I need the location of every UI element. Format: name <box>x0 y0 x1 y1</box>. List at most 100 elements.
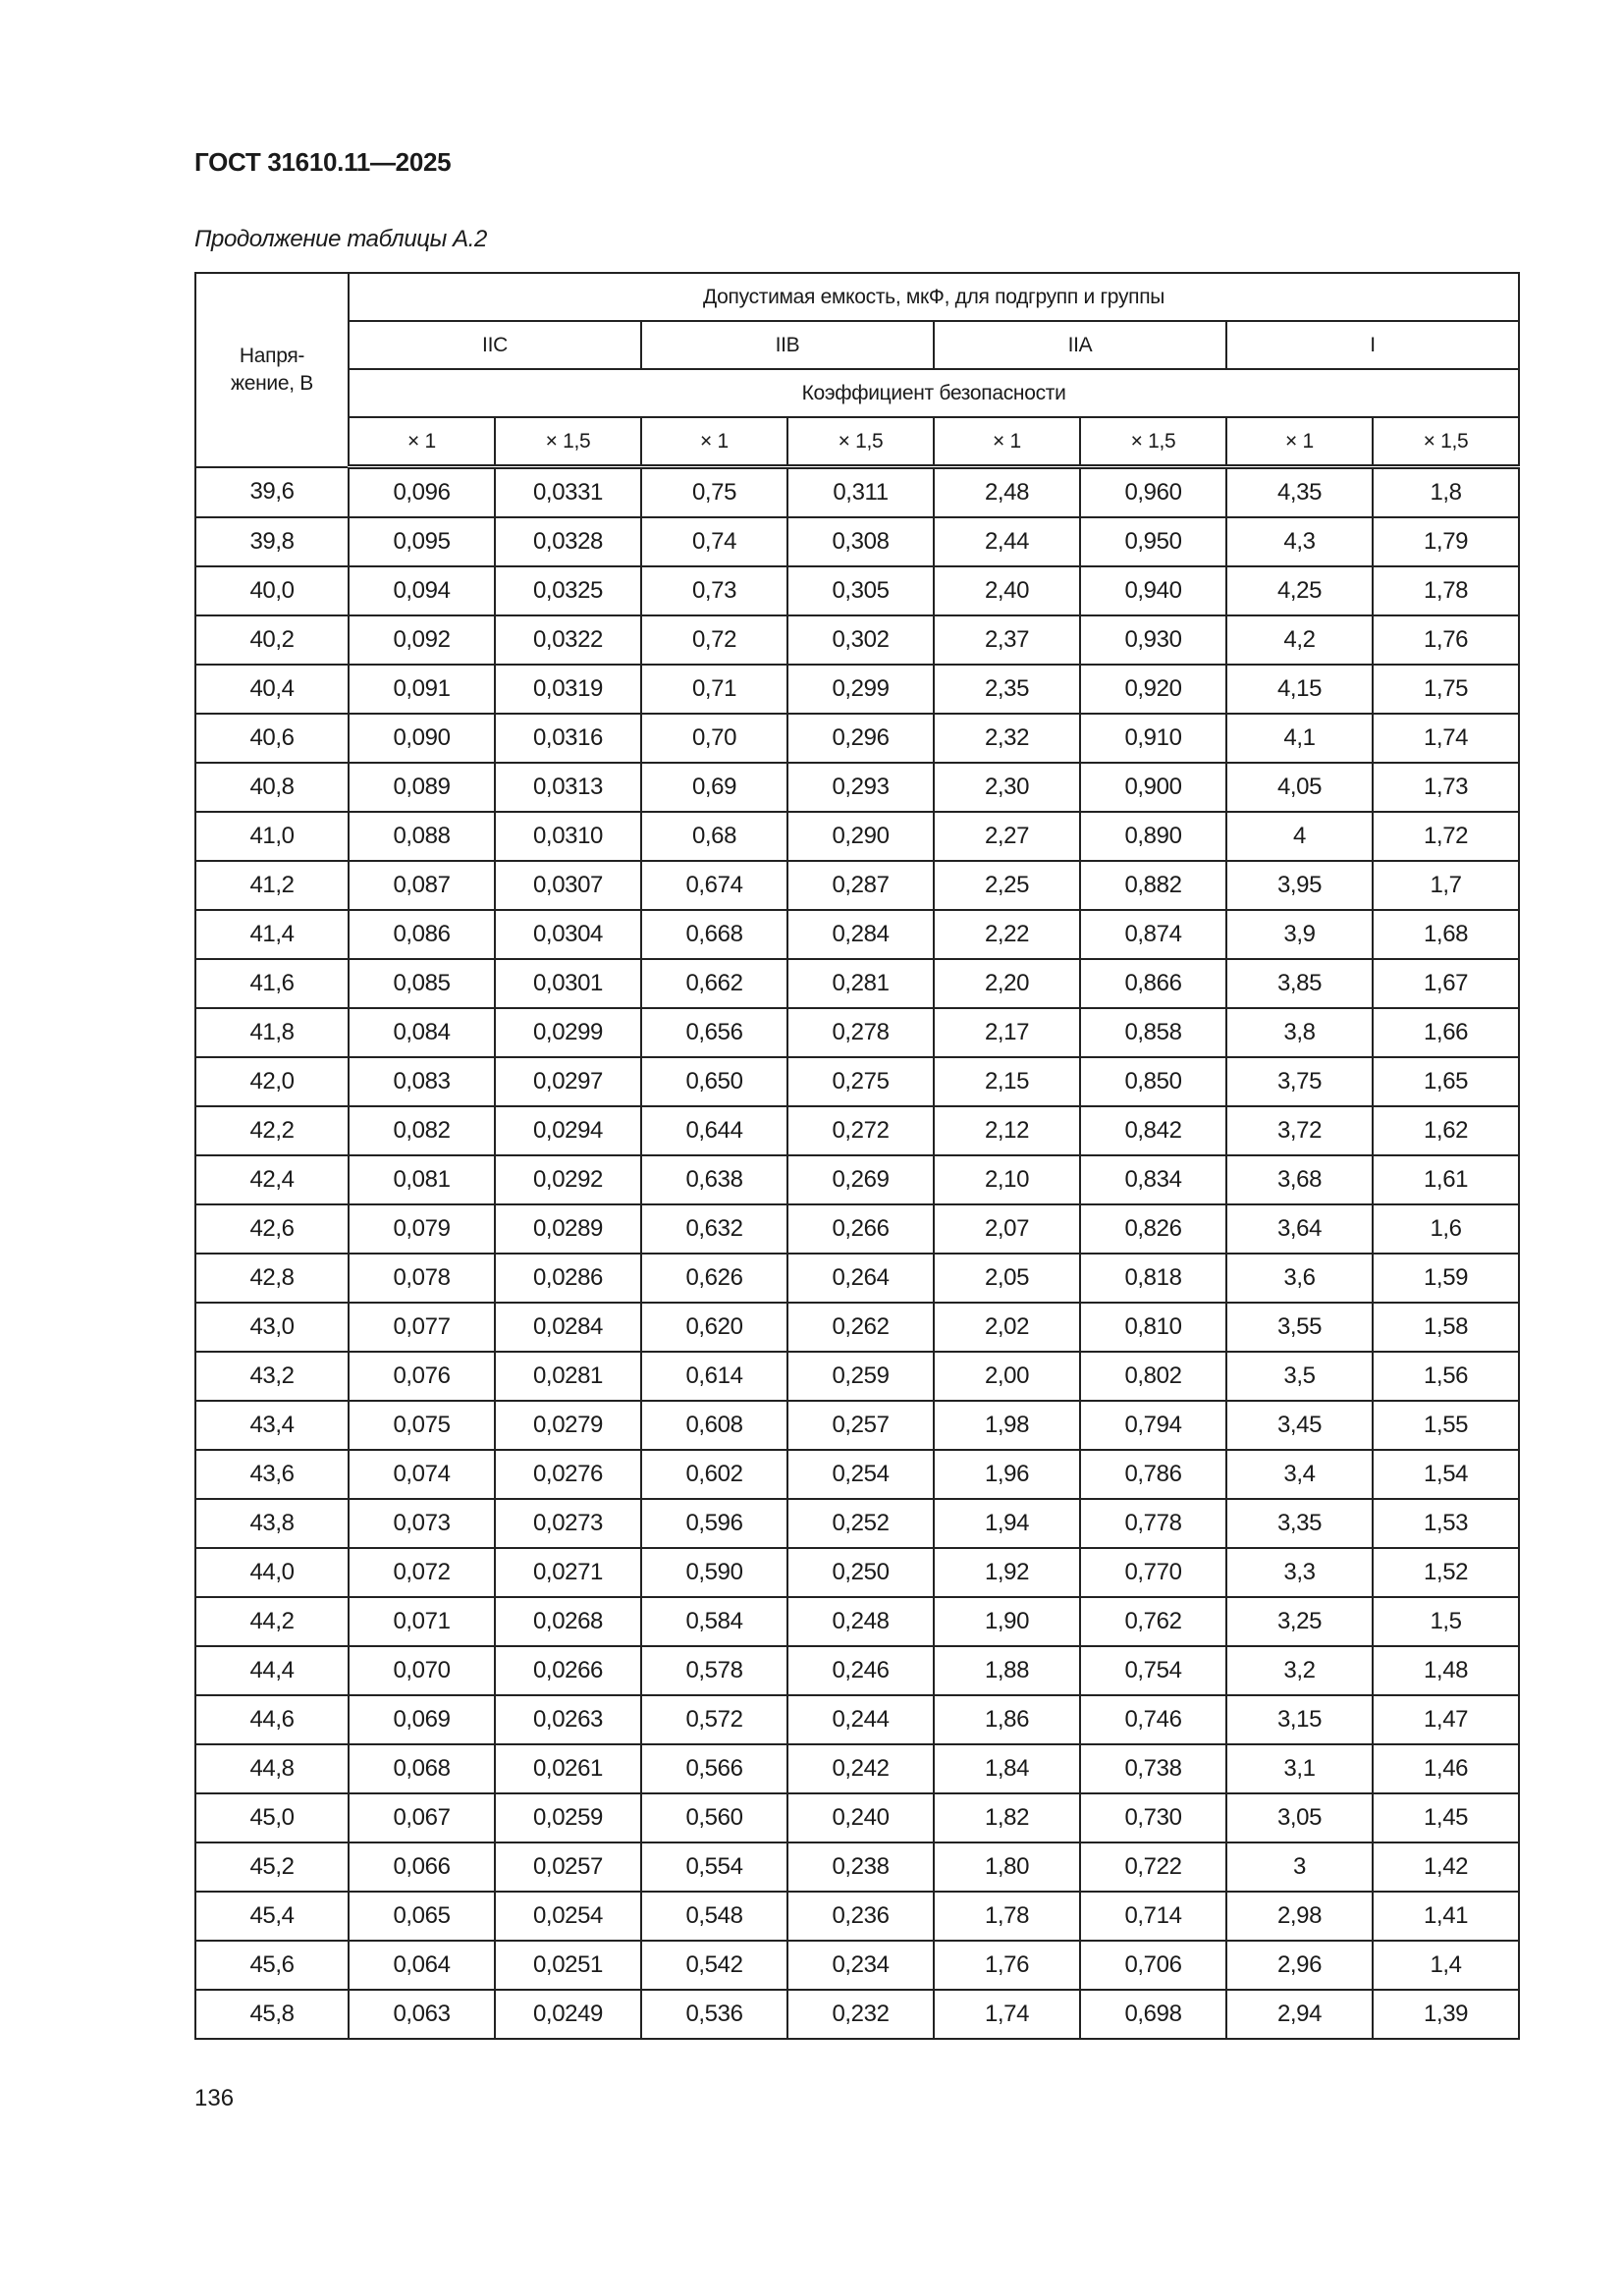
capacitance-cell: 0,762 <box>1079 1596 1227 1647</box>
capacitance-cell: 1,82 <box>933 1792 1081 1843</box>
capacitance-cell: 4,25 <box>1225 565 1374 616</box>
capacitance-cell: 0,584 <box>640 1596 788 1647</box>
capacitance-cell: 0,092 <box>348 614 496 666</box>
capacitance-cell: 3,68 <box>1225 1154 1374 1205</box>
capacitance-cell: 0,668 <box>640 909 788 960</box>
capacitance-cell: 1,61 <box>1371 1154 1521 1205</box>
capacitance-cell: 1,96 <box>933 1449 1081 1500</box>
capacitance-cell: 0,269 <box>786 1154 935 1205</box>
capacitance-cell: 2,35 <box>933 664 1081 715</box>
capacitance-cell: 0,572 <box>640 1694 788 1745</box>
table-row: 40,6 0,090 0,0316 0,70 0,296 2,32 0,910 4,1 1,74 <box>194 713 1521 764</box>
capacitance-cell: 0,596 <box>640 1498 788 1549</box>
capacitance-cell: 4,05 <box>1225 762 1374 813</box>
capacitance-cell: 0,076 <box>348 1351 496 1402</box>
capacitance-cell: 1,59 <box>1371 1253 1521 1304</box>
voltage-cell: 39,8 <box>194 516 350 567</box>
capacitance-cell: 0,083 <box>348 1056 496 1107</box>
group-header: I <box>1224 320 1521 370</box>
capacitance-cell: 3,15 <box>1225 1694 1374 1745</box>
capacitance-cell: 0,826 <box>1079 1203 1227 1255</box>
capacitance-cell: 0,930 <box>1079 614 1227 666</box>
capacitance-cell: 0,069 <box>348 1694 496 1745</box>
voltage-cell: 45,6 <box>194 1940 350 1991</box>
capacitance-cell: 0,900 <box>1079 762 1227 813</box>
capacitance-cell: 0,257 <box>786 1400 935 1451</box>
capacitance-cell: 4,1 <box>1225 713 1374 764</box>
capacitance-cell: 4,35 <box>1225 465 1374 518</box>
voltage-cell: 43,0 <box>194 1302 350 1353</box>
capacitance-cell: 0,0257 <box>494 1842 642 1893</box>
safety-factor-header: Коэффициент безопасности <box>347 368 1521 418</box>
capacitance-cell: 2,05 <box>933 1253 1081 1304</box>
table-row: 43,6 0,074 0,0276 0,602 0,254 1,96 0,786 3,4 1,5… <box>194 1449 1521 1500</box>
capacitance-cell: 0,554 <box>640 1842 788 1893</box>
capacitance-cell: 3,05 <box>1225 1792 1374 1843</box>
safety-factor-cell: × 1,5 <box>786 416 935 469</box>
capacitance-cell: 0,656 <box>640 1007 788 1058</box>
capacitance-cell: 3,6 <box>1225 1253 1374 1304</box>
capacitance-cell: 0,248 <box>786 1596 935 1647</box>
capacitance-cell: 0,234 <box>786 1940 935 1991</box>
capacitance-cell: 3,5 <box>1225 1351 1374 1402</box>
capacitance-cell: 2,07 <box>933 1203 1081 1255</box>
voltage-cell: 45,0 <box>194 1792 350 1843</box>
capacitance-cell: 0,72 <box>640 614 788 666</box>
capacitance-cell: 0,0266 <box>494 1645 642 1696</box>
capacitance-cell: 0,305 <box>786 565 935 616</box>
table-row: 42,8 0,078 0,0286 0,626 0,264 2,05 0,818 3,6 1,5… <box>194 1253 1521 1304</box>
voltage-cell: 43,2 <box>194 1351 350 1402</box>
capacitance-cell: 0,566 <box>640 1743 788 1794</box>
table-row: 43,8 0,073 0,0273 0,596 0,252 1,94 0,778 3,35 1,… <box>194 1498 1521 1549</box>
capacitance-cell: 0,244 <box>786 1694 935 1745</box>
capacitance-cell: 0,0284 <box>494 1302 642 1353</box>
capacitance-cell: 0,802 <box>1079 1351 1227 1402</box>
capacitance-cell: 0,770 <box>1079 1547 1227 1598</box>
capacitance-cell: 0,0268 <box>494 1596 642 1647</box>
capacitance-cell: 4,2 <box>1225 614 1374 666</box>
capacitance-cell: 0,74 <box>640 516 788 567</box>
table-row: 44,4 0,070 0,0266 0,578 0,246 1,88 0,754 3,2 1,4… <box>194 1645 1521 1696</box>
capacitance-cell: 0,262 <box>786 1302 935 1353</box>
capacitance-cell: 0,296 <box>786 713 935 764</box>
capacitance-cell: 2,15 <box>933 1056 1081 1107</box>
table-row: 41,4 0,086 0,0304 0,668 0,284 2,22 0,874 3,9 1,6… <box>194 909 1521 960</box>
voltage-cell: 40,2 <box>194 614 350 666</box>
voltage-cell: 40,6 <box>194 713 350 764</box>
capacitance-cell: 3,9 <box>1225 909 1374 960</box>
capacitance-cell: 0,068 <box>348 1743 496 1794</box>
capacitance-cell: 3,3 <box>1225 1547 1374 1598</box>
capacitance-cell: 0,850 <box>1079 1056 1227 1107</box>
capacitance-cell: 1,53 <box>1371 1498 1521 1549</box>
safety-factor-cell: × 1 <box>640 416 788 469</box>
capacitance-cell: 0,082 <box>348 1105 496 1156</box>
capacitance-group-header: Допустимая емкость, мкФ, для подгрупп и … <box>347 272 1521 322</box>
capacitance-cell: 0,714 <box>1079 1891 1227 1942</box>
capacitance-cell: 0,548 <box>640 1891 788 1942</box>
capacitance-cell: 2,17 <box>933 1007 1081 1058</box>
table-row: 40,8 0,089 0,0313 0,69 0,293 2,30 0,900 4,05 1,7… <box>194 762 1521 813</box>
capacitance-cell: 0,578 <box>640 1645 788 1696</box>
capacitance-cell: 2,48 <box>933 465 1081 518</box>
capacitance-cell: 0,074 <box>348 1449 496 1500</box>
capacitance-cell: 0,0292 <box>494 1154 642 1205</box>
capacitance-cell: 0,0279 <box>494 1400 642 1451</box>
voltage-cell: 44,2 <box>194 1596 350 1647</box>
capacitance-cell: 0,0273 <box>494 1498 642 1549</box>
capacitance-cell: 0,066 <box>348 1842 496 1893</box>
capacitance-cell: 0,68 <box>640 811 788 862</box>
capacitance-cell: 1,74 <box>933 1989 1081 2040</box>
capacitance-cell: 1,98 <box>933 1400 1081 1451</box>
capacitance-cell: 0,259 <box>786 1351 935 1402</box>
capacitance-cell: 0,0325 <box>494 565 642 616</box>
table-row: 39,8 0,095 0,0328 0,74 0,308 2,44 0,950 4,3 1,79 <box>194 516 1521 567</box>
table-row: 44,6 0,069 0,0263 0,572 0,244 1,86 0,746 3,15 1,… <box>194 1694 1521 1745</box>
capacitance-cell: 1,78 <box>933 1891 1081 1942</box>
capacitance-cell: 1,80 <box>933 1842 1081 1893</box>
capacitance-cell: 0,090 <box>348 713 496 764</box>
capacitance-cell: 1,86 <box>933 1694 1081 1745</box>
capacitance-cell: 1,62 <box>1371 1105 1521 1156</box>
capacitance-cell: 0,0331 <box>494 465 642 518</box>
capacitance-cell: 0,070 <box>348 1645 496 1696</box>
voltage-cell: 40,8 <box>194 762 350 813</box>
